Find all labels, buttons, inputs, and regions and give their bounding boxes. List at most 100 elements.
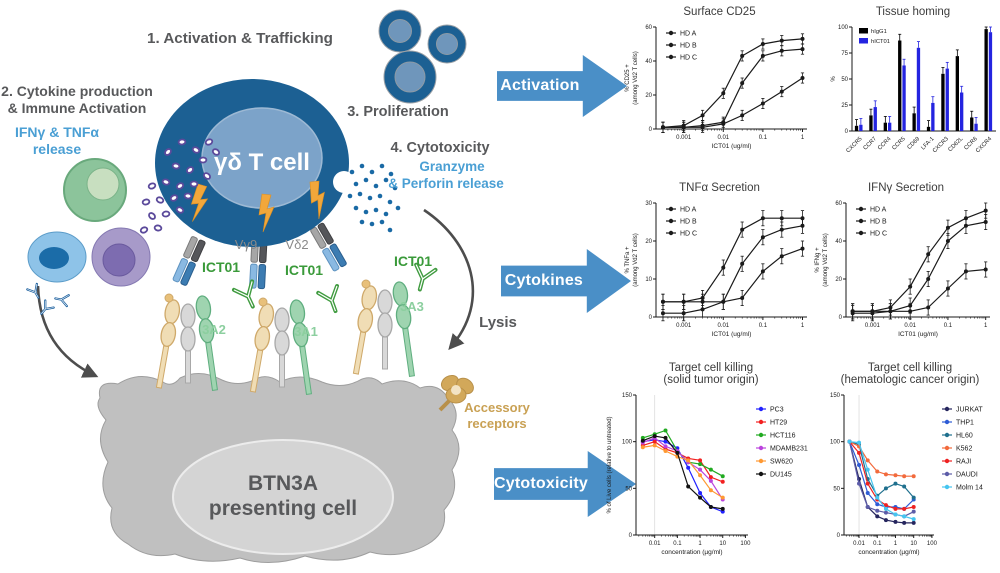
- svg-text:SW620: SW620: [770, 459, 793, 466]
- svg-text:CCR5: CCR5: [891, 136, 906, 151]
- proliferation-cells: [378, 9, 467, 104]
- cytokine-release-line1: IFNγ & TNFα: [15, 124, 99, 140]
- svg-text:20: 20: [645, 93, 652, 99]
- presenting-cell-label-line1: BTN3A: [248, 472, 318, 495]
- ict01-antibodies: [231, 262, 438, 314]
- gdt-cell-label: γδ T cell: [214, 149, 310, 176]
- vg9-label: Vγ9: [235, 237, 257, 252]
- svg-text:hICT01: hICT01: [871, 39, 890, 45]
- svg-text:40: 40: [835, 239, 842, 245]
- small-antibodies: [26, 282, 70, 315]
- accessory-receptor-icon: [438, 374, 474, 412]
- immune-cells: [27, 158, 151, 287]
- btn3a-complexes: [155, 279, 415, 396]
- isoform-3a1-label: 3A1: [294, 324, 318, 339]
- svg-text:0.1: 0.1: [873, 541, 882, 547]
- chart-title-killing-hematologic: Target cell killing (hematologic cancer …: [840, 362, 980, 387]
- granzyme-dots: [347, 163, 401, 233]
- svg-text:10: 10: [910, 541, 917, 547]
- cytotoxicity-arrow-label: Cytotoxicity: [494, 475, 588, 492]
- svg-text:concentration (µg/ml): concentration (µg/ml): [858, 549, 919, 556]
- panel-tnfa-secretion: TNFα Secretion 0 10 20 30 0.001 0.01 0.1 1 ICT01…: [622, 182, 817, 347]
- svg-text:RAJI: RAJI: [956, 459, 971, 466]
- chart-title-killing-solid: Target cell killing (solid tumor origin): [663, 362, 759, 387]
- activation-bolt-icons: [190, 180, 325, 233]
- green-cell: [63, 158, 127, 222]
- svg-text:40: 40: [645, 59, 652, 65]
- step1-label: 1. Activation & Trafficking: [147, 30, 333, 47]
- step3-label: 3. Proliferation: [347, 104, 449, 120]
- accessory-label-line1: Accessory: [464, 400, 531, 415]
- svg-text:50: 50: [841, 77, 848, 83]
- svg-text:CXCR5: CXCR5: [845, 136, 863, 154]
- svg-text:0.1: 0.1: [944, 323, 953, 329]
- ict01-label-1: ICT01: [202, 259, 240, 275]
- svg-text:ICT01 (ug/ml): ICT01 (ug/ml): [712, 143, 752, 150]
- cycle-arrows: [36, 208, 475, 378]
- isoform-3a2-label: 3A2: [202, 322, 226, 337]
- ict01-label-3: ICT01: [394, 253, 432, 269]
- svg-text:0.001: 0.001: [865, 323, 881, 329]
- svg-text:100: 100: [838, 25, 849, 31]
- svg-text:HD A: HD A: [870, 207, 887, 214]
- svg-text:0: 0: [845, 129, 849, 135]
- svg-text:% of Live cells (relative to u: % of Live cells (relative to untreated): [607, 417, 613, 514]
- svg-text:150: 150: [622, 393, 633, 399]
- presenting-cell-nucleus: [172, 439, 394, 555]
- panel-killing-hematologic: Target cell killing (hematologic cancer …: [820, 362, 1000, 565]
- svg-text:150: 150: [830, 393, 841, 399]
- svg-text:0: 0: [649, 315, 653, 321]
- panel-killing-solid: Target cell killing (solid tumor origin)…: [602, 362, 820, 565]
- svg-text:(among Vd2 T cells): (among Vd2 T cells): [633, 233, 639, 286]
- svg-text:30: 30: [645, 201, 652, 207]
- surface-cd25-chart: 0 20 40 60 0.001 0.01 0.1 1 ICT01 (ug/ml) % CD25 …: [625, 25, 807, 150]
- svg-text:20: 20: [835, 277, 842, 283]
- svg-text:HD B: HD B: [680, 219, 697, 226]
- svg-text:0.1: 0.1: [673, 541, 682, 547]
- svg-text:HD C: HD C: [870, 231, 887, 238]
- svg-text:CCR4: CCR4: [877, 136, 893, 152]
- svg-text:60: 60: [835, 201, 842, 207]
- svg-text:20: 20: [645, 239, 652, 245]
- lysis-label: Lysis: [479, 314, 517, 331]
- tnfa-secretion-chart: 0 10 20 30 0.001 0.01 0.1 1 ICT01 (ug/ml) % TNFa …: [625, 201, 807, 338]
- cytokines-arrow-label: Cytokines: [504, 272, 584, 289]
- chart-title-tnfa-secretion: TNFα Secretion: [679, 182, 760, 194]
- vd2-label: Vδ2: [285, 237, 308, 252]
- svg-text:ICT01 (ug/ml): ICT01 (ug/ml): [898, 331, 938, 338]
- svg-text:1: 1: [984, 323, 988, 329]
- svg-text:25: 25: [841, 103, 848, 109]
- svg-text:1: 1: [801, 135, 805, 141]
- svg-text:100: 100: [927, 541, 938, 547]
- mechanism-diagram: γδ T cell: [1, 9, 531, 564]
- svg-text:0: 0: [839, 315, 843, 321]
- svg-text:hIgG1: hIgG1: [871, 29, 887, 35]
- svg-text:0: 0: [837, 533, 841, 539]
- svg-text:1: 1: [801, 323, 805, 329]
- svg-text:(among Vd2 T cells): (among Vd2 T cells): [633, 51, 639, 104]
- gdt-cell: γδ T cell: [155, 79, 355, 247]
- svg-text:75: 75: [841, 51, 848, 57]
- accessory-label-line2: receptors: [467, 416, 526, 431]
- panel-ifng-secretion: IFNγ Secretion 0 20 40 60 0.001 0.01 0.1 1 ICT01…: [812, 182, 1000, 347]
- svg-text:60: 60: [645, 25, 652, 31]
- cytokine-dots: [139, 138, 221, 234]
- svg-text:HD B: HD B: [680, 43, 697, 50]
- svg-text:PC3: PC3: [770, 407, 784, 414]
- chart-title-surface-cd25: Surface CD25: [683, 6, 756, 18]
- isoform-3a3-label: 3A3: [400, 299, 424, 314]
- svg-text:0.01: 0.01: [853, 541, 865, 547]
- svg-text:ICT01 (ug/ml): ICT01 (ug/ml): [712, 331, 752, 338]
- svg-text:THP1: THP1: [956, 420, 974, 427]
- svg-text:concentration (µg/ml): concentration (µg/ml): [661, 549, 722, 556]
- svg-text:CD69: CD69: [906, 136, 921, 151]
- panel-tissue-homing: Tissue homing 0 25 50 75 100% CXCR5 CCR7 CCR4 CC…: [826, 6, 1000, 171]
- svg-text:50: 50: [625, 486, 632, 492]
- ict01-label-2: ICT01: [285, 262, 323, 278]
- svg-text:HL60: HL60: [956, 433, 973, 440]
- svg-text:HD B: HD B: [870, 219, 887, 226]
- svg-text:1: 1: [894, 541, 898, 547]
- svg-text:0: 0: [629, 533, 633, 539]
- svg-text:0.01: 0.01: [904, 323, 916, 329]
